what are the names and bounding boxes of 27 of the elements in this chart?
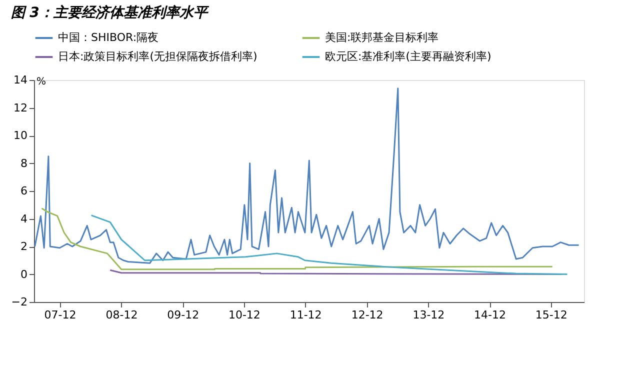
x-tick-label: 15-12 bbox=[535, 308, 568, 322]
x-tick-label: 10-12 bbox=[228, 308, 260, 322]
x-tick-label: 09-12 bbox=[167, 308, 200, 322]
y-tick-label: 10 bbox=[14, 129, 28, 142]
x-tick-label: 07-12 bbox=[44, 308, 76, 322]
x-tick-label: 11-12 bbox=[290, 308, 322, 322]
legend-label: 美国:联邦基金目标利率 bbox=[325, 31, 439, 44]
line-series bbox=[40, 208, 554, 270]
y-tick-label: 14 bbox=[14, 74, 28, 86]
y-tick-label: 0 bbox=[20, 268, 28, 281]
chart-title: 图 3：主要经济体基准利率水平 bbox=[10, 4, 210, 21]
y-axis-title: % bbox=[36, 76, 46, 88]
y-tick-label: 8 bbox=[20, 156, 28, 170]
legend-label: 欧元区:基准利率(主要再融资利率) bbox=[325, 50, 492, 63]
x-tick-label: 08-12 bbox=[106, 308, 138, 322]
legend-label: 中国：SHIBOR:隔夜 bbox=[58, 31, 159, 44]
line-series bbox=[34, 88, 580, 264]
y-tick-label: 4 bbox=[20, 212, 28, 226]
y-tick-label: −2 bbox=[11, 296, 28, 308]
line-series bbox=[90, 214, 568, 275]
y-tick-label: 2 bbox=[20, 240, 28, 253]
legend-label: 日本:政策目标利率(无担保隔夜拆借利率) bbox=[58, 50, 258, 63]
y-tick-label: 6 bbox=[20, 184, 28, 198]
x-tick-label: 12-12 bbox=[351, 308, 384, 322]
x-tick-label: 14-12 bbox=[474, 308, 506, 322]
x-tick-label: 13-12 bbox=[412, 308, 445, 322]
y-tick-label: 12 bbox=[14, 101, 28, 114]
